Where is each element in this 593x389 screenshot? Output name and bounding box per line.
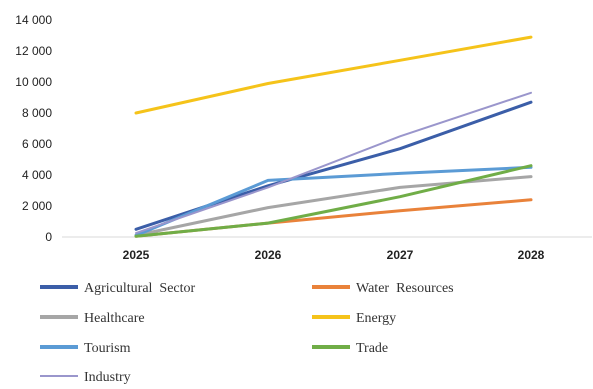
legend-label: Industry [84, 370, 131, 385]
legend-label: Healthcare [84, 311, 145, 326]
legend-item: Energy [312, 311, 396, 326]
legend-item: Water Resources [312, 281, 454, 296]
legend-label: Tourism [84, 341, 131, 356]
series-lines [134, 35, 533, 238]
x-tick-label: 2027 [387, 248, 414, 262]
legend-item: Healthcare [40, 311, 145, 326]
legend-label: Water Resources [356, 281, 454, 296]
series-line [134, 164, 533, 238]
series-line [134, 165, 533, 237]
y-axis-ticks: 0 2 000 4 000 6 000 8 000 10 000 12 000 14 000 [15, 13, 52, 244]
x-tick-label: 2028 [518, 248, 545, 262]
legend-item: Trade [312, 341, 388, 356]
series-line [135, 91, 532, 235]
legend-item: Agricultural Sector [40, 281, 196, 296]
y-tick-label: 8 000 [22, 106, 52, 120]
y-tick-label: 6 000 [22, 137, 52, 151]
y-tick-label: 0 [45, 230, 52, 244]
y-tick-label: 14 000 [15, 13, 52, 27]
legend-label: Agricultural Sector [84, 281, 196, 296]
legend-label: Energy [356, 311, 396, 326]
legend-item: Tourism [40, 341, 131, 356]
y-tick-label: 12 000 [15, 44, 52, 58]
legend: Agricultural Sector Water Resources Health… [40, 281, 454, 385]
y-tick-label: 10 000 [15, 75, 52, 89]
legend-item: Industry [40, 370, 131, 385]
legend-label: Trade [356, 341, 388, 356]
x-axis-ticks: 2025 2026 2027 2028 [123, 248, 545, 262]
y-tick-label: 2 000 [22, 199, 52, 213]
x-tick-label: 2025 [123, 248, 150, 262]
series-line [134, 35, 533, 115]
x-tick-label: 2026 [255, 248, 282, 262]
y-tick-label: 4 000 [22, 168, 52, 182]
